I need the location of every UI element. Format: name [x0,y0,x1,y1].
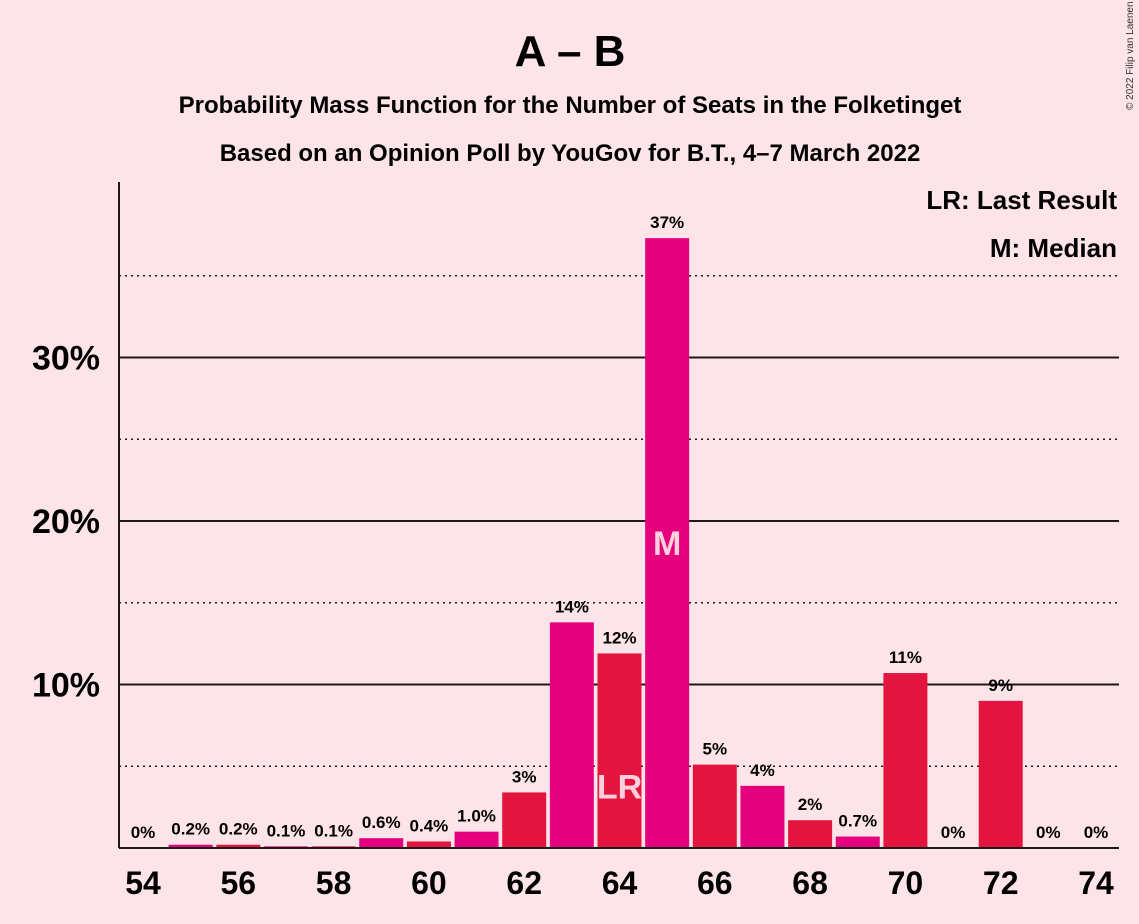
value-labels: 0% 0.2% 0.2% 0.1% 0.1% 0.6% 0.4% 1.0% 3% 14% 12% 37… [131,213,1109,842]
y-tick-labels: 10% 20% 30% [32,340,100,705]
value-label-seat-61: 1.0% [457,807,496,826]
value-label-seat-73: 0% [1036,823,1061,842]
last-result-marker: LR [597,769,642,807]
copyright-note: © 2022 Filip van Laenen [1125,1,1136,110]
value-label-seat-55: 0.2% [171,820,210,839]
value-label-seat-65: 37% [650,213,684,232]
median-marker: M [653,525,681,563]
x-tick-label: 58 [316,865,352,901]
chart-subtitle-1: Probability Mass Function for the Number… [179,92,962,119]
value-label-seat-63: 14% [555,597,589,616]
x-tick-label: 72 [983,865,1019,901]
bar-seat-72 [978,700,1023,848]
y-tick-label: 10% [32,667,100,705]
value-label-seat-56: 0.2% [219,820,258,839]
bar-seat-56 [216,844,261,848]
value-label-seat-69: 0.7% [838,812,877,831]
value-label-seat-71: 0% [941,823,966,842]
x-tick-label: 60 [411,865,447,901]
x-tick-label: 64 [602,865,638,901]
bar-seat-69 [835,836,880,848]
x-tick-label: 54 [125,865,161,901]
legend-last-result: LR: Last Result [926,185,1117,215]
chart-subtitle-2: Based on an Opinion Poll by YouGov for B… [220,140,921,167]
x-tick-label: 62 [506,865,542,901]
value-label-seat-58: 0.1% [314,821,353,840]
value-label-seat-62: 3% [512,767,537,786]
x-tick-label: 66 [697,865,733,901]
value-label-seat-66: 5% [703,740,728,759]
bar-seat-65 [645,238,690,848]
bars [168,238,1023,848]
y-tick-label: 20% [32,503,100,541]
value-label-seat-70: 11% [889,648,922,667]
bar-seat-63 [549,622,594,848]
bar-seat-61 [454,831,499,848]
bar-seat-64 [597,653,642,848]
bar-seat-55 [168,844,213,848]
legend-median: M: Median [990,233,1117,263]
x-tick-labels: 54 56 58 60 62 64 66 68 70 72 74 [125,865,1114,901]
bar-seat-67 [740,785,785,848]
bar-markers: LR M [597,525,681,807]
y-tick-label: 30% [32,340,100,378]
bar-seat-62 [502,792,547,848]
value-label-seat-74: 0% [1084,823,1109,842]
x-tick-label: 56 [221,865,257,901]
value-label-seat-67: 4% [750,761,775,780]
value-label-seat-57: 0.1% [267,821,306,840]
x-tick-label: 68 [792,865,828,901]
bar-seat-66 [692,764,737,848]
value-label-seat-60: 0.4% [410,816,449,835]
chart-title: A – B [515,27,626,76]
value-label-seat-54: 0% [131,823,156,842]
value-label-seat-72: 9% [988,676,1013,695]
value-label-seat-59: 0.6% [362,813,401,832]
bar-seat-70 [883,673,928,848]
bar-seat-60 [406,841,451,848]
x-tick-label: 74 [1078,865,1114,901]
bar-seat-59 [359,838,404,848]
value-label-seat-64: 12% [602,628,636,647]
x-tick-label: 70 [888,865,924,901]
value-label-seat-68: 2% [798,795,823,814]
bar-seat-68 [788,820,833,848]
